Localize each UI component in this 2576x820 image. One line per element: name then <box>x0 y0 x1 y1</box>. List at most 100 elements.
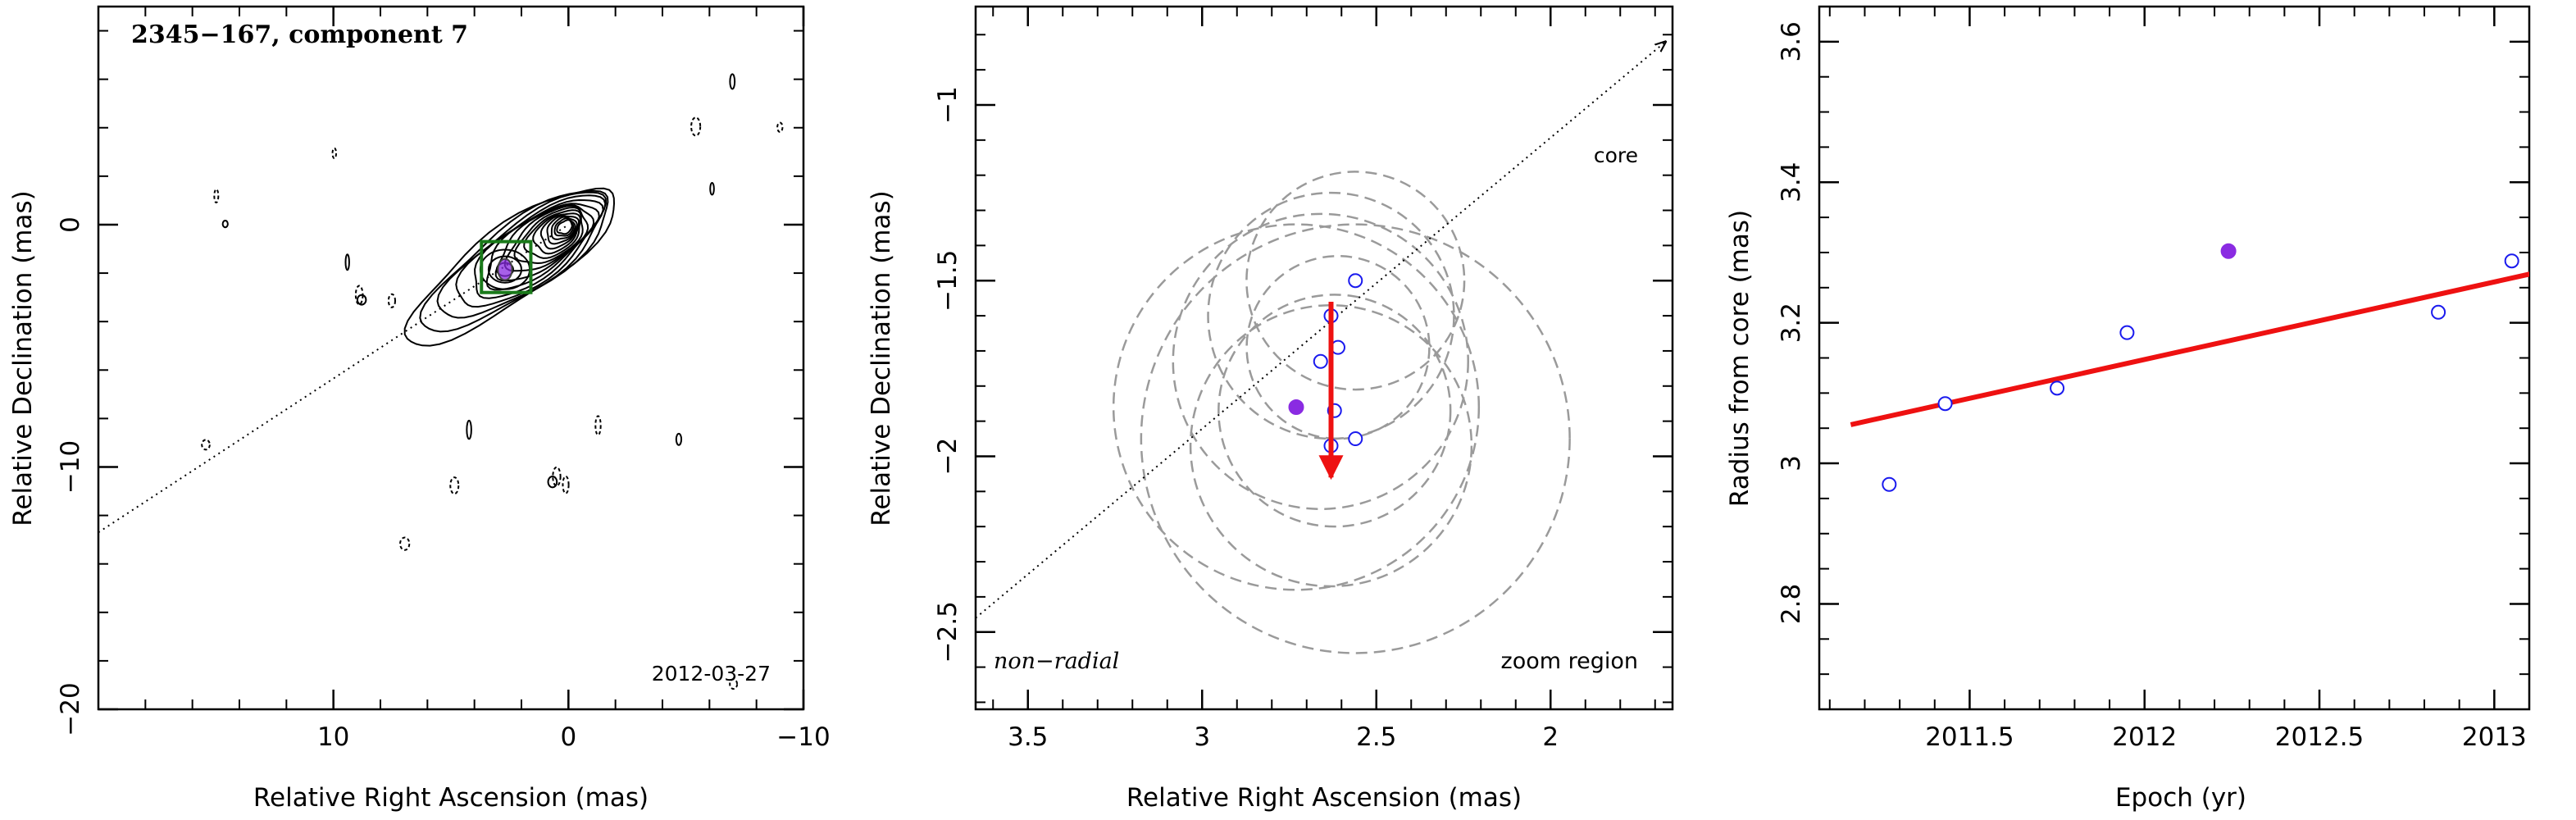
y-tick-label: 3.2 <box>1777 303 1806 343</box>
y-axis-label: Relative Declination (mas) <box>867 190 896 526</box>
uncertainty-circle <box>1217 294 1452 528</box>
x-tick-label: 0 <box>560 722 576 752</box>
y-tick-label: −20 <box>56 682 85 736</box>
panel-title: 2345−167, component 7 <box>131 20 468 49</box>
x-tick-label: −10 <box>776 722 830 752</box>
noise-contour <box>776 121 784 133</box>
plot-frame <box>1818 5 2531 711</box>
noise-contour <box>331 147 338 160</box>
uncertainty-circle <box>1172 212 1469 511</box>
noise-contour <box>354 285 364 306</box>
open-point <box>1882 476 1897 492</box>
tick-marks <box>976 7 1673 709</box>
contour-line <box>550 216 576 240</box>
contour-line <box>513 206 584 265</box>
open-point <box>1937 396 1953 412</box>
open-point <box>1348 431 1363 447</box>
radius-points <box>1882 243 2519 492</box>
noise-contour <box>213 188 220 204</box>
x-tick-label: 2 <box>1542 722 1559 752</box>
open-point <box>2504 253 2519 269</box>
x-axis-label: Epoch (yr) <box>2115 783 2246 813</box>
open-point <box>1348 273 1363 289</box>
contour-map-panel: 10 0 −10 −20 −10 0 2345−167, component 7 2012… <box>8 5 831 813</box>
x-tick-label: 2011.5 <box>1925 722 2014 752</box>
x-tick-label: 3 <box>1194 722 1210 752</box>
noise-contour <box>729 678 739 690</box>
jet-axis-line <box>976 42 1666 619</box>
noise-contour <box>552 466 562 487</box>
uncertainty-circle <box>1245 171 1466 391</box>
open-point <box>2431 304 2446 320</box>
zoom-region-label: zoom region <box>1501 649 1638 674</box>
component-ellipse <box>497 257 513 281</box>
contour-line <box>436 191 608 319</box>
y-tick-label: −2.5 <box>933 601 963 663</box>
y-axis-label: Relative Declination (mas) <box>8 190 38 526</box>
zoom-box <box>480 239 533 294</box>
noise-contour <box>387 293 397 308</box>
contour-line <box>532 212 581 255</box>
epoch-label: 2012-03-27 <box>652 662 771 686</box>
noise-contour <box>547 476 558 489</box>
noise-contour <box>709 181 715 196</box>
x-axis-label: Relative Right Ascension (mas) <box>1126 783 1522 813</box>
y-tick-label: 2.8 <box>1777 584 1806 624</box>
uncertainty-circle <box>1189 303 1473 588</box>
contour-line <box>539 214 580 250</box>
noise-contour <box>466 419 472 440</box>
noise-contours <box>201 73 784 690</box>
filled-point <box>1288 399 1304 415</box>
y-tick-label: 0 <box>56 216 85 233</box>
x-tick-label: 10 <box>317 722 349 752</box>
noise-contour <box>562 475 570 494</box>
uncertainty-circle <box>1112 223 1481 591</box>
noise-contour <box>449 476 460 495</box>
noise-contour <box>690 116 702 137</box>
open-point <box>2119 325 2135 340</box>
zoom-region-panel: 3.5 3 2.5 2 −2.5 −2 −1.5 −1 core non−radial zoo… <box>867 5 1674 813</box>
noise-contour <box>399 536 411 551</box>
noise-contour <box>675 432 683 446</box>
tick-labels: 3.5 3 2.5 2 −2.5 −2 −1.5 −1 <box>933 86 1559 752</box>
motion-type-label: non−radial <box>994 649 1119 674</box>
noise-contour <box>729 73 736 90</box>
y-tick-label: 3 <box>1777 455 1806 472</box>
y-tick-label: −2 <box>933 438 963 476</box>
noise-contour <box>344 253 350 271</box>
contour-line <box>485 203 600 291</box>
y-tick-label: −1.5 <box>933 250 963 312</box>
uncertainty-circle <box>1245 254 1431 440</box>
tick-labels: 10 0 −10 −20 −10 0 <box>56 216 831 752</box>
tick-marks <box>1819 6 2530 710</box>
plot-frame <box>97 5 805 711</box>
uncertainty-circles <box>1112 171 1571 654</box>
y-tick-label: −10 <box>56 440 85 494</box>
core-label: core <box>1594 144 1638 167</box>
contour-line <box>403 187 616 347</box>
x-tick-label: 2012.5 <box>2275 722 2364 752</box>
noise-contour <box>594 415 602 436</box>
uncertainty-circle <box>1140 223 1571 654</box>
plot-frame <box>974 5 1674 711</box>
fit-arrow <box>1850 271 2529 427</box>
contour-lines <box>403 187 616 347</box>
filled-point <box>2220 243 2237 259</box>
x-tick-label: 3.5 <box>1008 722 1048 752</box>
x-tick-label: 2.5 <box>1356 722 1396 752</box>
noise-contour <box>201 439 211 451</box>
x-tick-label: 2013 <box>2462 722 2527 752</box>
y-tick-label: 3.6 <box>1777 21 1806 61</box>
y-tick-label: 3.4 <box>1777 162 1806 203</box>
contour-line <box>503 204 589 272</box>
open-point <box>2050 380 2065 396</box>
contour-line <box>553 217 575 237</box>
tick-marks <box>98 7 805 711</box>
open-point <box>1313 353 1328 369</box>
x-tick-label: 2012 <box>2112 722 2177 752</box>
component-contour <box>487 255 523 284</box>
noise-contour <box>221 220 229 229</box>
